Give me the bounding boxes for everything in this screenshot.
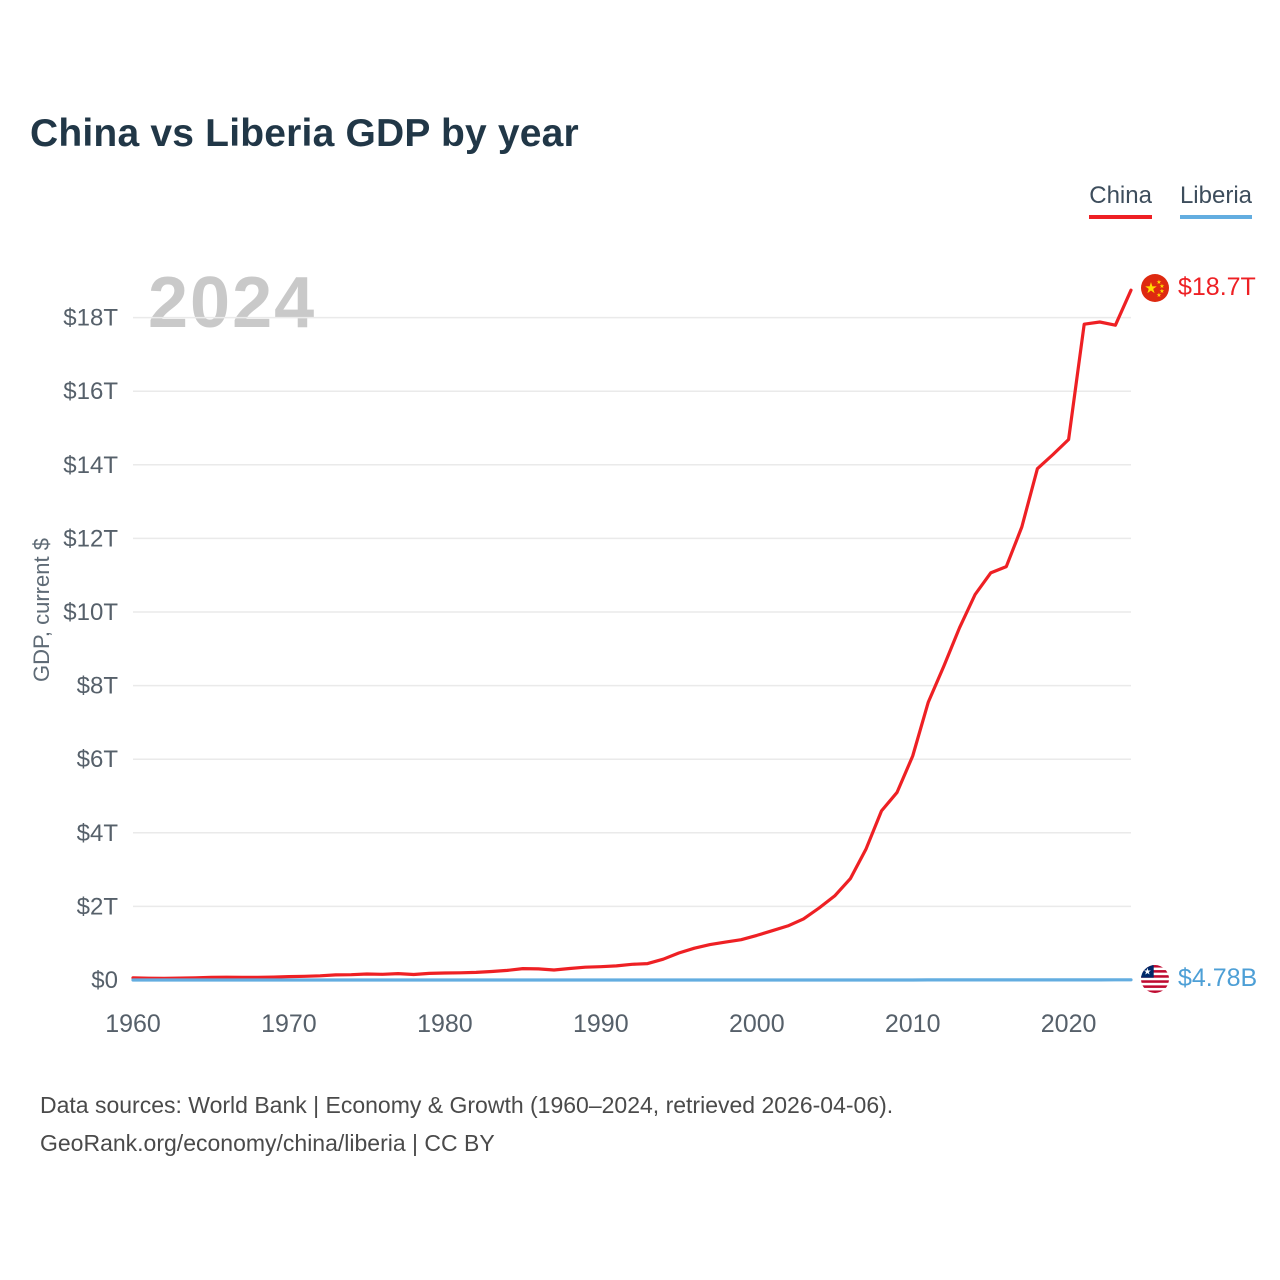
y-tick-label: $2T xyxy=(77,893,119,920)
liberia-end-value: $4.78B xyxy=(1178,964,1258,992)
china-series-line[interactable] xyxy=(131,288,1133,980)
svg-text:★: ★ xyxy=(1156,292,1161,299)
data-sources-text: Data sources: World Bank | Economy & Gro… xyxy=(40,1092,894,1118)
legend: China Liberia xyxy=(1089,182,1252,219)
x-tick-label: 2000 xyxy=(729,1010,785,1038)
x-tick-label: 1990 xyxy=(573,1010,629,1038)
svg-text:★: ★ xyxy=(1159,283,1164,290)
y-tick-label: $10T xyxy=(63,599,118,626)
china-end-value: $18.7T xyxy=(1178,273,1256,301)
footer: Data sources: World Bank | Economy & Gro… xyxy=(40,1086,893,1162)
chart-title: China vs Liberia GDP by year xyxy=(30,112,579,155)
year-watermark: 2024 xyxy=(148,263,317,343)
y-tick-label: $8T xyxy=(77,673,119,700)
svg-text:★: ★ xyxy=(1159,288,1164,295)
svg-text:★: ★ xyxy=(1156,279,1161,286)
y-tick-label: $14T xyxy=(63,452,118,479)
liberia-flag-icon: ★ xyxy=(1141,964,1169,993)
y-tick-label: $16T xyxy=(63,378,118,405)
y-tick-label: $6T xyxy=(77,746,119,773)
y-tick-label: $18T xyxy=(63,305,118,332)
attribution-text: GeoRank.org/economy/china/liberia | CC B… xyxy=(40,1130,495,1156)
x-tick-label: 1970 xyxy=(261,1010,317,1038)
x-tick-label: 1960 xyxy=(105,1010,161,1038)
china-flag-icon: ★ ★ ★ ★ ★ xyxy=(1141,273,1169,302)
legend-item-china[interactable]: China xyxy=(1089,182,1152,219)
legend-item-liberia[interactable]: Liberia xyxy=(1179,182,1252,219)
y-tick-label: $0 xyxy=(91,967,118,994)
svg-text:★: ★ xyxy=(1144,280,1157,297)
chart-plot-area: $0 $2T $4T $6T $8T $10T $12T $14T $16T $18T 1960 19… xyxy=(63,288,1133,1038)
y-tick-label: $4T xyxy=(77,820,119,847)
y-tick-label: $12T xyxy=(63,525,118,552)
x-tick-label: 1980 xyxy=(417,1010,473,1038)
china-end-label: ★ ★ ★ ★ ★ $18.7T xyxy=(1141,273,1256,302)
liberia-end-label: ★ $4.78B xyxy=(1141,964,1257,993)
svg-text:★: ★ xyxy=(1143,966,1151,976)
x-tick-label: 2020 xyxy=(1041,1010,1097,1038)
x-tick-label: 2010 xyxy=(885,1010,941,1038)
